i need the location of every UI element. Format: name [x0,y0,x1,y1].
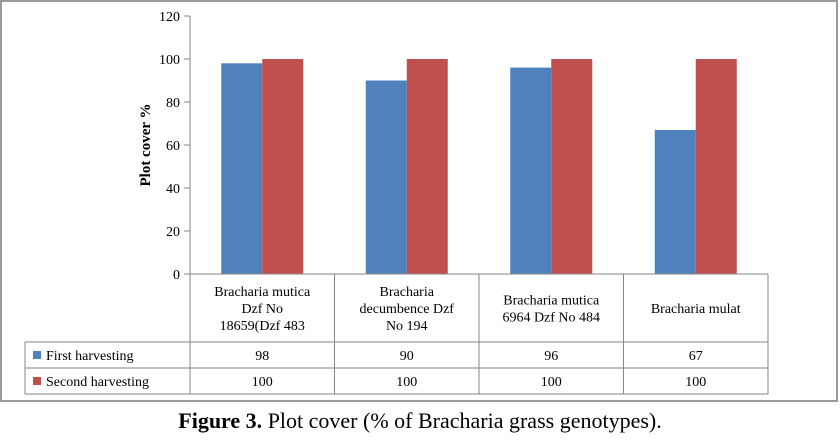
bar-second-harvesting [551,59,593,274]
x-tick-label: Bracharia mutica [214,285,311,300]
bar-first-harvesting [365,80,407,274]
x-tick-label: Bracharia mutica [503,294,600,309]
data-label: 98 [255,349,269,364]
y-tick-label: 80 [166,96,180,111]
legend-entry: Second harvesting [46,375,149,390]
y-tick-label: 0 [173,268,180,283]
figure-caption: Figure 3. Plot cover (% of Bracharia gra… [0,408,840,434]
x-tick-label: No 194 [386,319,428,334]
plot-area: 0 20 40 60 80 100 120 Bracharia mutica Dzf No 186… [24,10,769,395]
y-axis-label: Plot cover % [138,103,154,186]
data-label: 100 [396,375,417,390]
y-tick-label: 60 [166,139,180,154]
y-tick-label: 20 [166,225,180,240]
caption-text: Plot cover (% of Bracharia grass genotyp… [262,408,662,433]
bar-first-harvesting [654,129,696,274]
x-tick-label: 18659(Dzf 483 [220,319,305,334]
y-tick-label: 120 [159,10,180,25]
caption-label: Figure 3. [178,408,263,433]
bar-first-harvesting [221,63,263,274]
x-tick-label: Bracharia [380,285,435,300]
bar-second-harvesting [695,59,737,274]
bar-second-harvesting [262,59,304,274]
data-label: 100 [252,375,273,390]
legend-swatch [33,351,41,359]
bar-second-harvesting [406,59,448,274]
bar-first-harvesting [510,67,552,274]
x-tick-label: 6964 Dzf No 484 [502,311,600,326]
x-tick-label: decumbence Dzf [360,302,455,317]
data-label: 67 [689,349,703,364]
y-tick-label: 40 [166,182,180,197]
data-label: 100 [685,375,706,390]
x-tick-label: Dzf No [241,302,283,317]
y-tick-label: 100 [159,53,180,68]
legend-swatch [33,377,41,385]
data-label: 96 [544,349,558,364]
x-tick-label: Bracharia mulat [651,302,741,317]
legend-entry: First harvesting [46,349,134,364]
data-label: 90 [400,349,414,364]
data-label: 100 [541,375,562,390]
